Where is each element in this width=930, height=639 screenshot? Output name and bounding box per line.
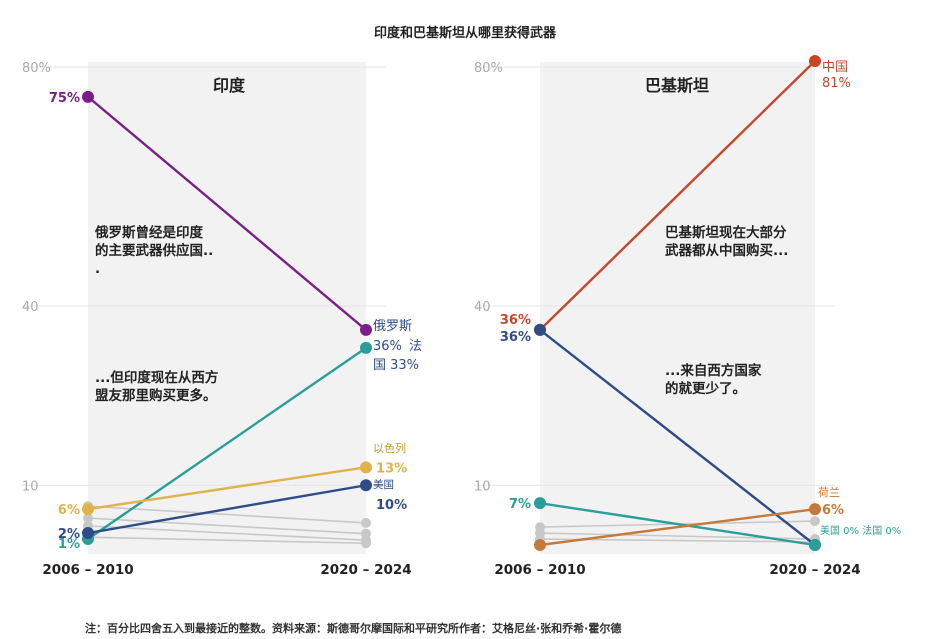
annotation-0-1-line-1: 盟友那里购买更多。 [95,387,217,404]
series-line-0-其他1 [87,505,367,524]
label-pak-end-netherlands-pct: 6% [822,503,844,518]
point-end-0-其他1 [361,517,371,528]
point-start-0-以色列 [82,503,94,516]
series-line-1-法国 [539,501,816,547]
point-start-1-法国 [534,497,546,510]
label-india-end-usa-pct: 10% [376,498,407,513]
label-india-end-israel-pct: 13% [376,461,407,476]
x-tick-label-0-1: 2020 – 2024 [320,562,411,578]
point-start-1-荷兰 [534,539,546,551]
point-end-0-其他4 [361,538,371,549]
point-end-1-其他1 [810,516,820,527]
annotation-1-1-line-0: ...来自西方国家 [665,362,762,379]
series-line-0-以色列 [87,466,367,511]
series-line-0-美国 [87,484,367,535]
series-line-1-荷兰 [539,507,816,547]
label-pak-start-usa: 36% [500,330,531,345]
series-line-0-其他2 [87,517,367,535]
label-india-end-france-line2: 国 33% [373,358,419,373]
label-pak-start-france: 7% [509,497,531,512]
label-india-end-france: 法 [409,339,422,354]
panel-background-1 [540,62,815,554]
label-india-end-russia-pct: 36% [373,339,402,354]
y-tick-label-0-2: 10 [22,479,39,494]
source-note: 注：百分比四舍五入到最接近的整数。资料来源：斯德哥尔摩国际和平研究所作者：艾格尼… [85,622,622,635]
y-tick-label-1-0: 80% [474,61,503,76]
point-end-0-法国 [360,341,372,354]
label-pak-end-china-pct: 81% [822,76,851,91]
series-line-1-美国 [539,328,816,546]
panel-title-1: 巴基斯坦 [645,76,709,95]
panel-background-0 [88,62,366,554]
label-india-start-russia: 75% [49,91,80,106]
label-pak-end-china: 中国 [822,60,848,75]
x-tick-label-1-0: 2006 – 2010 [494,562,585,578]
point-start-0-美国 [82,527,94,540]
y-tick-label-1-2: 10 [474,479,491,494]
annotation-0-0-line-1: 的主要武器供应国.. [95,242,213,259]
annotation-0-0-line-0: 俄罗斯曾经是印度 [94,224,203,241]
panel-title-0: 印度 [213,76,246,95]
chart-title: 印度和巴基斯坦从哪里获得武器 [373,26,556,41]
series-line-1-中国 [539,60,816,331]
x-tick-label-1-1: 2020 – 2024 [769,562,860,578]
point-start-1-美国 [534,323,546,336]
label-india-end-russia: 俄罗斯 [373,319,412,334]
y-tick-label-0-1: 40 [22,300,39,315]
label-india-start-israel: 6% [58,503,80,518]
series-line-0-其他4 [87,536,367,545]
annotation-1-1-line-1: 的就更少了。 [665,380,746,397]
annotation-1-0-line-1: 武器都从中国购买... [665,242,788,259]
series-line-0-其他3 [87,525,367,542]
label-pak-end-netherlands: 荷兰 [818,486,840,499]
point-end-1-中国 [809,55,821,68]
point-end-0-美国 [360,479,372,492]
point-start-0-其他2 [83,513,93,524]
y-tick-label-1-1: 40 [474,300,491,315]
annotation-0-0-line-2: . [95,261,100,277]
annotation-0-1-line-0: ...但印度现在从西方 [95,369,218,386]
annotation-1-0-line-0: 巴基斯坦现在大部分 [665,224,787,241]
y-tick-label-0-0: 80% [22,61,51,76]
point-end-0-以色列 [360,461,372,474]
point-end-1-荷兰 [809,503,821,516]
x-tick-label-0-0: 2006 – 2010 [42,562,133,578]
series-line-0-俄罗斯 [87,95,367,331]
label-india-start-usa: 2% [58,527,80,542]
point-end-0-俄罗斯 [360,323,372,336]
point-end-1-法国 [809,539,821,551]
label-india-end-usa: 美国 [373,478,394,491]
series-line-0-法国 [87,346,367,541]
point-start-0-俄罗斯 [82,90,94,103]
label-pak-end-usa-france: 美国 0% 法国 0% [820,524,901,537]
label-india-end-israel: 以色列 [373,441,406,455]
label-pak-start-china: 36% [500,313,531,328]
label-india-start-france: 1% [58,537,80,552]
